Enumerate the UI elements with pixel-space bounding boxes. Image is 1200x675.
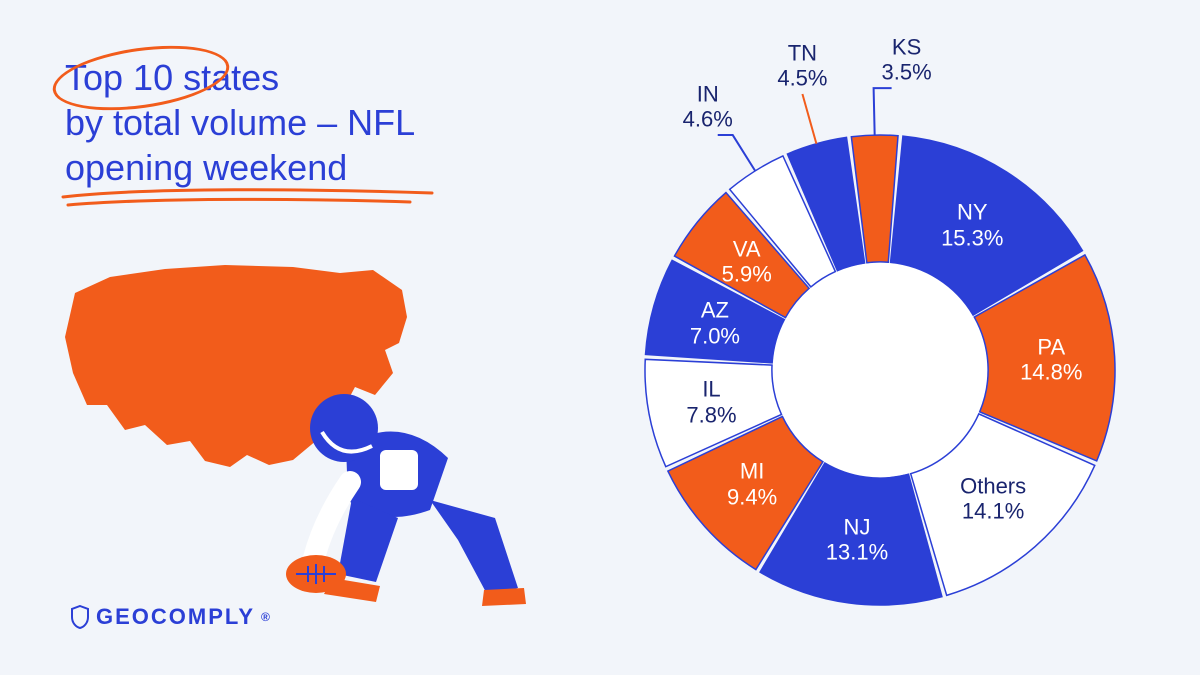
football-player-illustration [280, 350, 530, 610]
leader-in [718, 135, 755, 171]
leader-tn [802, 94, 816, 144]
logo-text: GEOCOMPLY [96, 604, 255, 630]
geocomply-logo: GEOCOMPLY ® [70, 604, 272, 630]
title: Top 10 states by total volume – NFL open… [65, 55, 525, 190]
donut-chart: NY15.3%PA14.8%Others14.1%NJ13.1%MI9.4%IL… [545, 50, 1165, 640]
donut-svg [545, 50, 1165, 640]
registered-mark: ® [261, 610, 272, 624]
underline-path [63, 190, 432, 205]
shield-icon [70, 605, 90, 629]
infographic-stage: Top 10 states by total volume – NFL open… [0, 0, 1200, 675]
leader-ks [874, 88, 892, 135]
